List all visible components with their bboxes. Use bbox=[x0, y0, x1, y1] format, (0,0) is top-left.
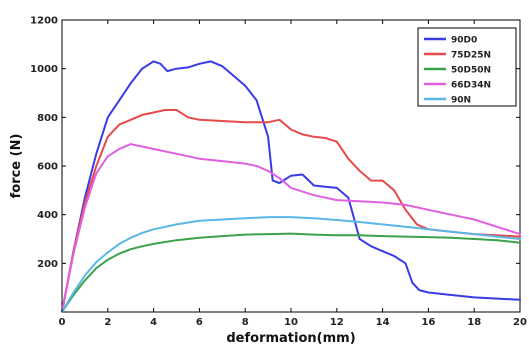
x-tick-label: 2 bbox=[104, 317, 111, 328]
y-tick-label: 800 bbox=[37, 113, 58, 124]
legend: 90D0 75D25N 50D50N 66D34N 90N bbox=[417, 27, 517, 107]
series-line-90d0 bbox=[61, 60, 521, 313]
series-layer bbox=[61, 60, 521, 313]
y-axis-label: force (N) bbox=[9, 134, 24, 199]
x-tick-label: 12 bbox=[330, 317, 344, 328]
x-tick-label: 6 bbox=[196, 317, 203, 328]
y-tick-label: 200 bbox=[37, 259, 58, 270]
x-tick-label: 8 bbox=[242, 317, 249, 328]
legend-label: 50D50N bbox=[451, 66, 491, 76]
y-tick-label: 400 bbox=[37, 210, 58, 221]
x-tick-label: 14 bbox=[376, 317, 390, 328]
legend-label: 66D34N bbox=[451, 81, 491, 91]
x-tick-label: 10 bbox=[284, 317, 298, 328]
legend-box bbox=[417, 27, 517, 107]
x-tick-label: 4 bbox=[150, 317, 157, 328]
series-line-75d25n bbox=[61, 109, 521, 313]
x-tick-label: 20 bbox=[513, 317, 527, 328]
x-tick-label: 0 bbox=[59, 317, 66, 328]
legend-label: 90N bbox=[451, 96, 471, 106]
y-tick-label: 1000 bbox=[30, 64, 58, 75]
series-line-66d34n bbox=[61, 143, 521, 313]
series-line-90n bbox=[61, 216, 521, 313]
legend-label: 90D0 bbox=[451, 36, 477, 46]
series-line-50d50n bbox=[61, 232, 521, 313]
x-tick-label: 16 bbox=[421, 317, 435, 328]
tick-layer: 0 2 4 6 8 10 12 14 16 18 20 200 400 600 800 1000 1200 bbox=[30, 16, 527, 329]
y-tick-label: 600 bbox=[37, 162, 58, 173]
x-axis-label: deformation(mm) bbox=[226, 331, 355, 346]
x-tick-label: 18 bbox=[467, 317, 481, 328]
y-tick-label: 1200 bbox=[30, 16, 58, 27]
legend-items: 90D0 75D25N 50D50N 66D34N 90N bbox=[424, 36, 491, 106]
legend-label: 75D25N bbox=[451, 51, 491, 61]
